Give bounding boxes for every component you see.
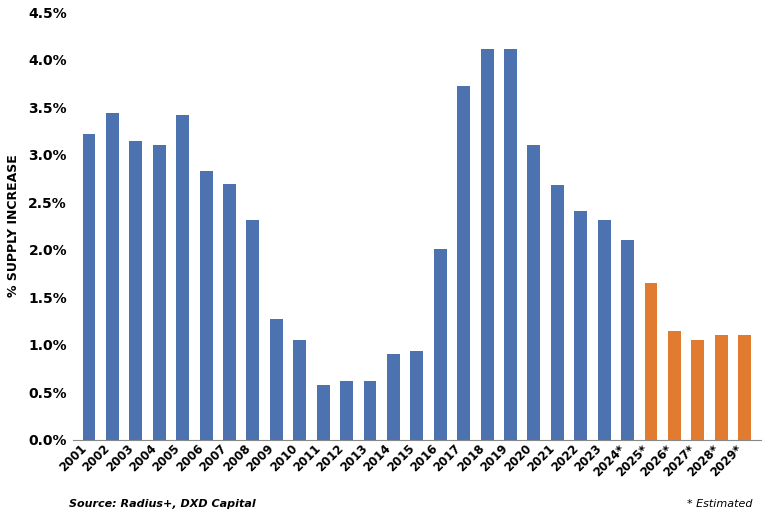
Text: Source: Radius+, DXD Capital: Source: Radius+, DXD Capital [69, 499, 256, 509]
Bar [387, 354, 400, 439]
Bar [129, 141, 142, 439]
Bar [200, 171, 213, 439]
Bar [598, 220, 611, 439]
Bar [340, 381, 353, 439]
Bar [176, 115, 189, 439]
Bar [481, 49, 494, 439]
Bar [247, 220, 260, 439]
Bar [316, 386, 329, 439]
Bar [738, 335, 751, 439]
Bar [223, 184, 236, 439]
Bar [457, 86, 470, 439]
Bar [293, 340, 306, 439]
Bar [574, 211, 588, 439]
Y-axis label: % SUPPLY INCREASE: % SUPPLY INCREASE [7, 155, 20, 297]
Bar [270, 319, 283, 439]
Bar [715, 335, 728, 439]
Bar [504, 49, 517, 439]
Bar [434, 249, 447, 439]
Bar [528, 145, 541, 439]
Bar [691, 340, 704, 439]
Bar [363, 381, 376, 439]
Bar [106, 113, 119, 439]
Bar [153, 145, 166, 439]
Bar [644, 283, 657, 439]
Bar [551, 185, 564, 439]
Bar [410, 352, 423, 439]
Bar [668, 331, 681, 439]
Bar [621, 240, 634, 439]
Bar [82, 134, 95, 439]
Text: * Estimated: * Estimated [687, 499, 753, 509]
